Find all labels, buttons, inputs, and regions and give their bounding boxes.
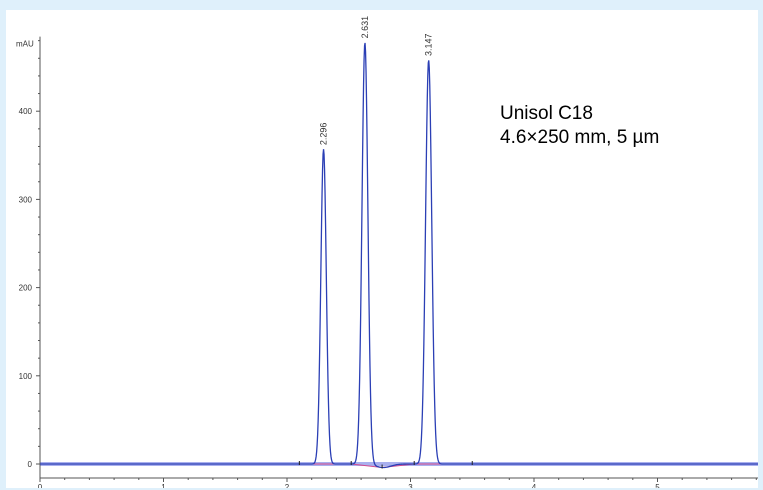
y-tick-label: 200 [19, 284, 33, 293]
y-tick-label: 0 [28, 460, 33, 469]
peak-label: 2.631 [360, 16, 370, 39]
y-tick-label: 300 [19, 195, 33, 204]
x-tick-label: 4 [532, 483, 537, 488]
y-axis-label: mAU [16, 40, 34, 49]
x-tick-label: 0 [38, 483, 43, 488]
x-tick-label: 2 [285, 483, 290, 488]
column-annotation: Unisol C18 4.6×250 mm, 5 µm [500, 102, 659, 150]
y-tick-label: 400 [19, 107, 33, 116]
x-tick-label: 3 [408, 483, 413, 488]
annotation-line-2: 4.6×250 mm, 5 µm [500, 127, 660, 148]
x-tick-label: 1 [161, 483, 166, 488]
annotation-line-1: Unisol C18 [500, 103, 593, 124]
y-tick-label: 100 [19, 372, 33, 381]
chromatogram-chart: 0 100 200 300 400 mAU 0 1 2 3 4 5 2.296 2.631 3.147 [16, 16, 758, 488]
x-tick-label: 5 [655, 483, 660, 488]
chromatogram-trace [40, 42, 758, 469]
plot-panel: 0 100 200 300 400 mAU 0 1 2 3 4 5 2.296 2.631 3.147 Un… [6, 10, 758, 488]
peak-label: 2.296 [319, 123, 329, 146]
peak-label: 3.147 [424, 34, 434, 57]
